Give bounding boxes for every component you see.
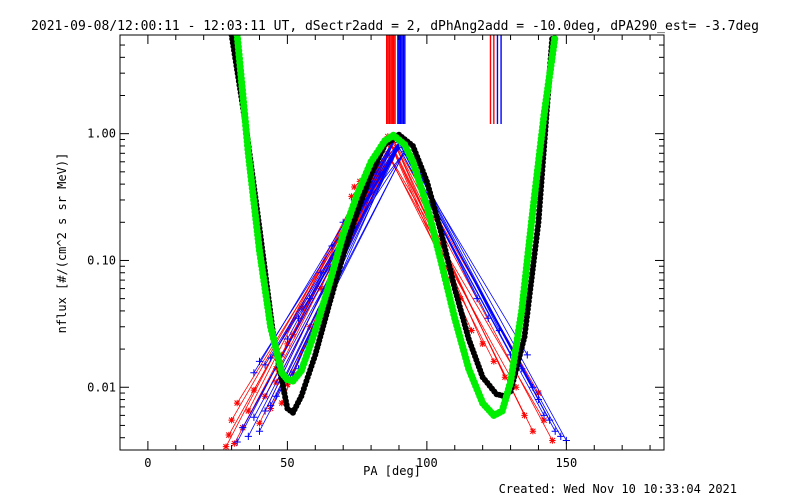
blue-plus-point <box>495 326 504 335</box>
red-asterisk-point <box>490 358 498 365</box>
red-asterisk-point <box>529 428 537 435</box>
red-asterisk-point <box>222 443 230 450</box>
blue-plus-point <box>233 438 241 446</box>
blue-plus-point <box>261 361 269 369</box>
blue-plus-point <box>294 314 303 322</box>
red-asterisk-point <box>284 340 291 348</box>
blue-plus-point <box>518 365 526 373</box>
y-tick-label: 0.10 <box>87 253 116 267</box>
x-axis-label: PA [deg] <box>363 464 421 478</box>
blue-plus-point <box>546 416 554 424</box>
blue-plus-point <box>306 295 314 303</box>
x-tick-label: 100 <box>416 456 438 470</box>
red-asterisk-point <box>273 365 280 372</box>
red-asterisk-point <box>521 412 528 419</box>
blue-plus-point <box>267 401 275 409</box>
blue-plus-point <box>529 383 537 391</box>
red-asterisk-point <box>512 384 520 391</box>
x-tick-label: 150 <box>556 456 578 470</box>
red-asterisk-point <box>306 323 313 330</box>
red-asterisk-point <box>233 399 241 407</box>
blue-plus-point <box>317 269 325 277</box>
blue-plus-point <box>250 369 258 377</box>
blue-plus-point <box>395 143 403 151</box>
red-asterisk-point <box>225 431 232 439</box>
red-asterisk-point <box>228 416 235 424</box>
y-tick-label: 1.00 <box>87 127 116 141</box>
blue-plus-point <box>540 411 548 419</box>
blue-plus-point <box>250 413 258 421</box>
x-tick-label: 50 <box>280 456 294 470</box>
red-asterisk-point <box>549 437 556 444</box>
red-asterisk-point <box>535 389 542 397</box>
red-asterisk-point <box>540 416 548 424</box>
y-axis-label: nflux [#/(cm^2 s sr MeV)] <box>55 153 69 334</box>
blue-profile-line <box>259 142 400 362</box>
red-asterisk-point <box>256 420 263 427</box>
red-asterisk-point <box>479 340 486 348</box>
blue-plus-point <box>239 424 247 432</box>
blue-plus-point <box>267 354 275 362</box>
blue-plus-point <box>272 392 280 400</box>
blue-plus-point <box>534 395 543 404</box>
red-asterisk-point <box>231 440 238 447</box>
red-asterisk-point <box>250 386 258 394</box>
plot-clip-group <box>222 35 570 450</box>
blue-profile-line <box>236 136 397 443</box>
plot-area <box>222 35 570 450</box>
red-asterisk-point <box>278 351 286 359</box>
red-asterisk-point <box>317 285 325 292</box>
red-asterisk-point <box>245 407 252 415</box>
created-footer: Created: Wed Nov 10 10:33:04 2021 <box>499 482 737 496</box>
blue-plus-point <box>283 335 291 343</box>
red-asterisk-point <box>468 327 475 334</box>
green-model-dot <box>551 35 559 43</box>
red-asterisk-point <box>278 399 286 407</box>
blue-plus-point <box>255 427 264 435</box>
red-asterisk-point <box>348 193 355 200</box>
y-tick-label: 0.01 <box>87 380 116 394</box>
red-asterisk-point <box>351 183 358 191</box>
blue-plus-point <box>244 432 252 440</box>
x-tick-label: 0 <box>144 456 151 470</box>
plot-frame <box>119 34 665 451</box>
blue-plus-point <box>255 357 264 365</box>
blue-plus-point <box>261 407 269 415</box>
blue-plus-point <box>551 427 559 435</box>
blue-plus-point <box>484 314 492 322</box>
red-asterisk-point <box>387 141 394 148</box>
red-asterisk-point <box>501 374 509 381</box>
blue-plus-point <box>557 432 565 440</box>
blue-plus-point <box>328 242 336 250</box>
blue-plus-point <box>473 295 481 303</box>
chart-title: 2021-09-08/12:00:11 - 12:03:11 UT, dSect… <box>31 19 759 34</box>
blue-plus-point <box>523 351 531 359</box>
axis-ticks: 0 50 100 150 0.01 0.10 1.00 <box>87 34 664 470</box>
